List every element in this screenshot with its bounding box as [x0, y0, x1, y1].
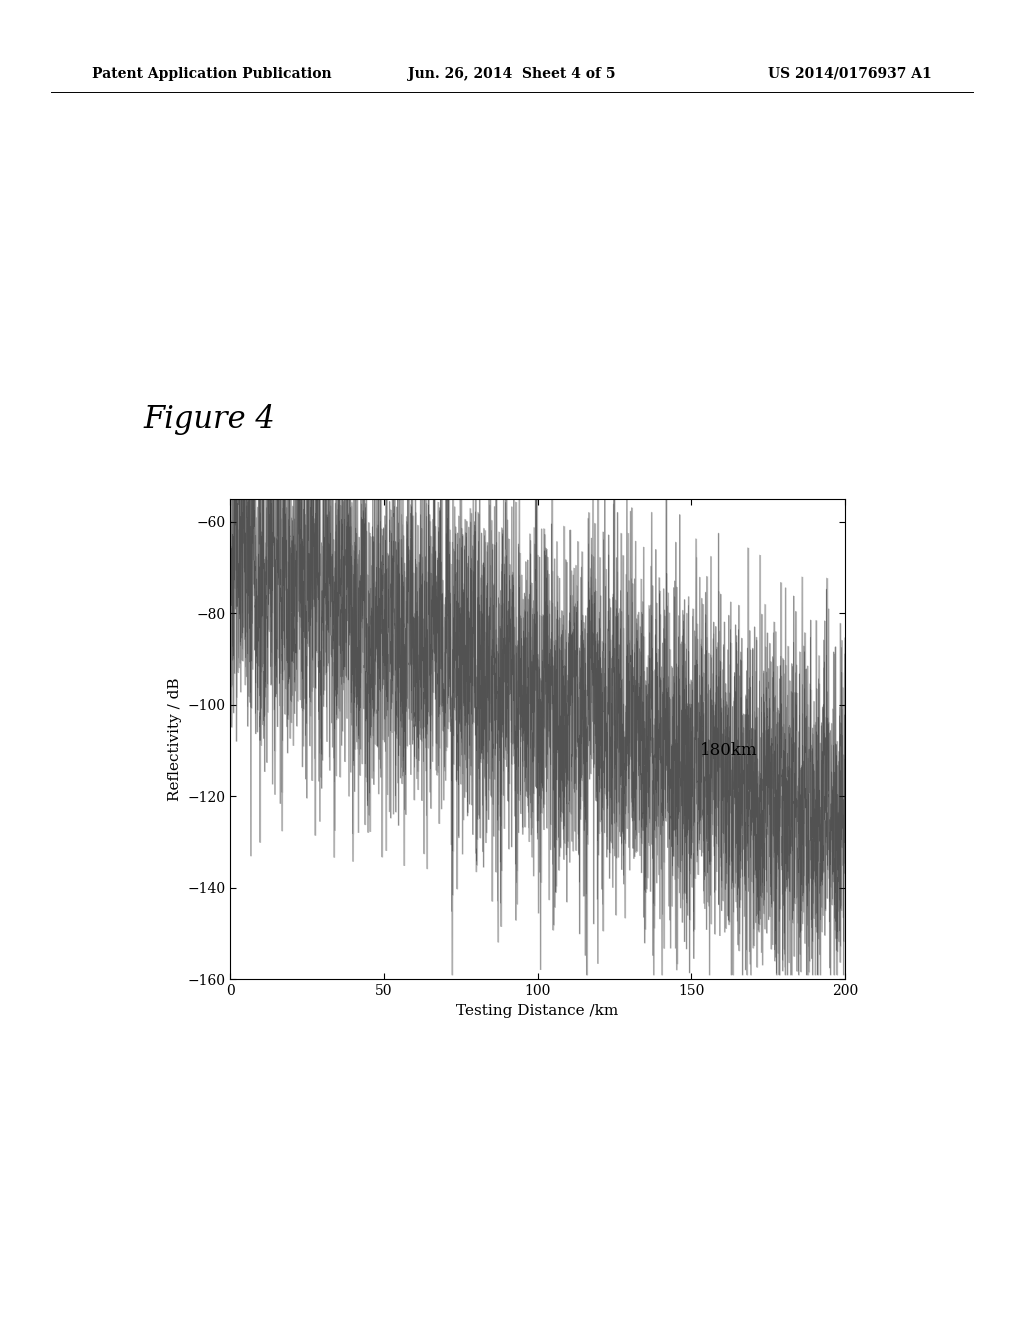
Text: Figure 4: Figure 4: [143, 404, 275, 436]
Y-axis label: Reflectivity / dB: Reflectivity / dB: [168, 677, 182, 801]
Text: US 2014/0176937 A1: US 2014/0176937 A1: [768, 67, 932, 81]
X-axis label: Testing Distance /km: Testing Distance /km: [457, 1003, 618, 1018]
Text: 180km: 180km: [700, 742, 758, 759]
Text: Patent Application Publication: Patent Application Publication: [92, 67, 332, 81]
Text: Jun. 26, 2014  Sheet 4 of 5: Jun. 26, 2014 Sheet 4 of 5: [409, 67, 615, 81]
